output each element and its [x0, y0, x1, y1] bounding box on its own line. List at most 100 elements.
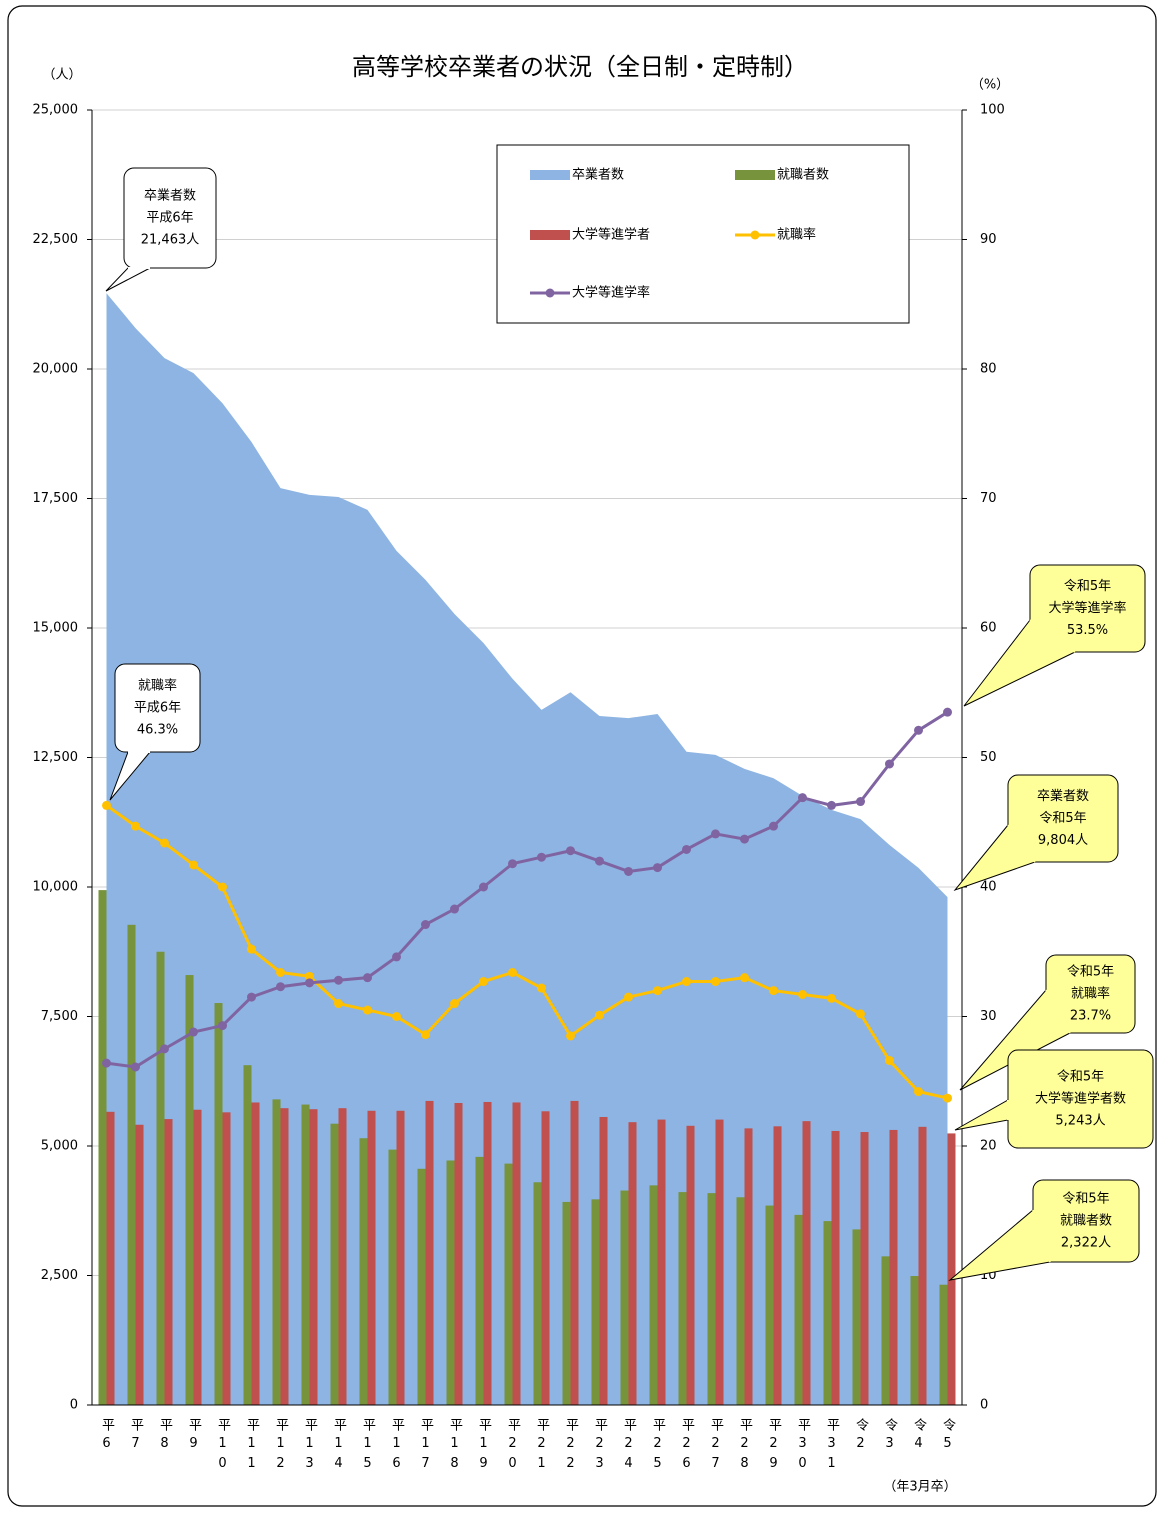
point — [160, 838, 169, 848]
plot — [98, 293, 956, 1406]
bar — [388, 1149, 397, 1405]
bar — [135, 1124, 144, 1405]
point — [798, 989, 807, 999]
bar — [272, 1099, 281, 1405]
x-tick-label: 平18 — [447, 1418, 463, 1476]
bar — [744, 1128, 753, 1405]
point — [131, 821, 140, 831]
point — [856, 1009, 865, 1019]
point — [160, 1044, 169, 1054]
bar — [243, 1065, 252, 1405]
point — [392, 952, 401, 962]
point — [653, 986, 662, 996]
y-tick-label: 17,500 — [33, 491, 79, 506]
x-axis-label: （年3月卒） — [883, 1480, 956, 1495]
bar — [483, 1101, 492, 1405]
point — [276, 982, 285, 992]
point — [189, 860, 198, 870]
foreground: 平6 平7 平8 平9 平10 平11 平12 平13 平14 平15 平16 平17 平18 平19 平2… — [91, 110, 1154, 1476]
point — [711, 829, 720, 839]
y-tick-label: 20,000 — [33, 362, 79, 377]
callout-box — [114, 663, 201, 753]
point — [421, 920, 430, 930]
bar — [446, 1160, 455, 1405]
bar — [831, 1130, 840, 1405]
point — [682, 977, 691, 987]
y2-tick-label: 70 — [980, 491, 997, 506]
y2-tick-label: 100 — [980, 103, 1005, 118]
legend-label: 卒業者数 — [572, 167, 624, 183]
x-tick-label: 平23 — [592, 1418, 608, 1476]
legend-label: 就職者数 — [777, 168, 829, 183]
x-tick-label: 令3 — [882, 1418, 898, 1456]
bar — [425, 1100, 434, 1405]
bar — [686, 1125, 695, 1405]
x-tick-label: 平9 — [186, 1418, 202, 1456]
callout-text: 令和5年 — [1067, 965, 1114, 980]
point — [798, 793, 807, 803]
legend-label: 大学等進学率 — [572, 285, 650, 301]
callout-text: 就職率 — [138, 678, 177, 694]
bar — [359, 1138, 368, 1405]
point — [276, 967, 285, 977]
x-tick-label: 平29 — [766, 1418, 782, 1476]
bar — [396, 1110, 405, 1405]
callout-mask — [1045, 989, 1071, 1034]
y-tick-label: 5,000 — [41, 1139, 78, 1154]
point — [624, 866, 633, 876]
point — [102, 1058, 111, 1068]
x-tick-label: 平6 — [99, 1418, 115, 1456]
point — [247, 992, 256, 1002]
callout-mask — [1029, 619, 1076, 653]
callout-text: 令和5年 — [1064, 579, 1111, 594]
callout-text: 53.5% — [1067, 623, 1108, 638]
x-tick-label: 平24 — [621, 1418, 637, 1476]
point — [305, 971, 314, 981]
x-tick-label: 平13 — [302, 1418, 318, 1476]
callout-box — [1007, 1049, 1154, 1149]
bar — [156, 951, 165, 1405]
legend-label: 就職率 — [777, 227, 816, 243]
bar — [330, 1123, 339, 1405]
bar — [852, 1229, 861, 1405]
line — [106, 710, 949, 1069]
bar — [193, 1109, 202, 1405]
point — [856, 797, 865, 807]
point — [885, 1056, 894, 1066]
bar — [947, 1133, 956, 1405]
callout-text: 平成6年 — [134, 701, 181, 716]
line — [105, 804, 948, 1100]
x-tick-label: 平16 — [389, 1418, 405, 1476]
point — [711, 977, 720, 987]
callout-mask — [1032, 1209, 1051, 1263]
x-tick-label: 令5 — [940, 1418, 956, 1456]
bar — [628, 1122, 637, 1405]
y2-tick-label: 50 — [980, 750, 997, 765]
x-tick-label: 平31 — [824, 1418, 840, 1476]
point — [914, 1087, 923, 1097]
legend-label: 大学等進学者 — [572, 227, 650, 243]
callout-box — [1029, 564, 1146, 653]
point — [682, 844, 691, 854]
y-tick-label: 0 — [70, 1398, 78, 1413]
point — [827, 800, 836, 810]
callout-box — [1007, 774, 1119, 863]
bar — [939, 1284, 948, 1405]
point — [392, 1012, 401, 1021]
point — [537, 852, 546, 862]
point — [595, 856, 604, 866]
bar — [794, 1214, 803, 1405]
y2-axis-label: （%） — [971, 78, 1009, 93]
callout-text: 9,804人 — [1038, 833, 1088, 848]
point — [189, 1027, 198, 1037]
callout-box — [123, 167, 217, 269]
point — [421, 1030, 430, 1040]
bar — [301, 1104, 310, 1405]
callout-text: 大学等進学者数 — [1035, 1091, 1126, 1107]
x-tick-label: 平14 — [331, 1418, 347, 1476]
callout-text: 卒業者数 — [144, 188, 196, 204]
bar — [338, 1108, 347, 1405]
bar — [541, 1111, 550, 1405]
chart-title: 高等学校卒業者の状況（全日制・定時制） — [352, 53, 808, 81]
